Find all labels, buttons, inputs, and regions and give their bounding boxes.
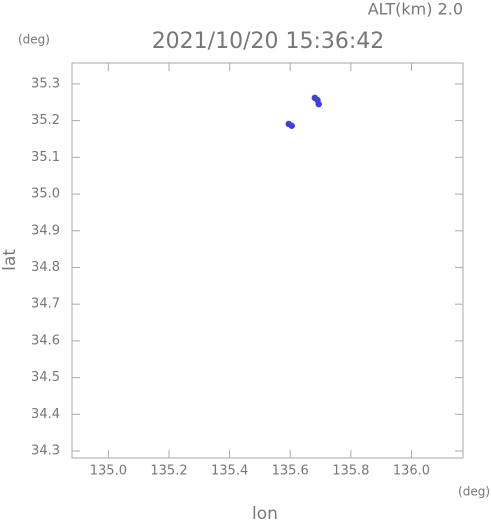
x-tick-label: 135.0 bbox=[90, 464, 127, 479]
x-unit: (deg) bbox=[458, 485, 490, 499]
x-tick-label: 135.8 bbox=[332, 464, 369, 479]
x-axis-label: lon bbox=[252, 504, 278, 521]
y-tick-label: 35.1 bbox=[31, 150, 60, 165]
y-unit: (deg) bbox=[18, 33, 50, 47]
point bbox=[315, 100, 322, 108]
y-tick-label: 34.6 bbox=[31, 333, 60, 348]
y-axis-label: lat bbox=[0, 249, 20, 271]
point bbox=[288, 122, 295, 129]
x-tick-label: 135.4 bbox=[211, 464, 248, 479]
y-tick-label: 35.3 bbox=[31, 76, 60, 91]
y-tick-label: 34.3 bbox=[31, 444, 60, 459]
annotation: ALT(km) 2.0 bbox=[368, 0, 463, 19]
y-tick-label: 35.0 bbox=[31, 187, 60, 202]
y-tick-label: 34.5 bbox=[31, 370, 60, 385]
x-tick-label: 136.0 bbox=[393, 464, 430, 479]
x-tick-label: 135.2 bbox=[150, 464, 187, 479]
y-tick-label: 35.2 bbox=[31, 113, 60, 128]
y-tick-label: 34.8 bbox=[31, 260, 60, 275]
chart-title: 2021/10/20 15:36:42 bbox=[152, 29, 385, 54]
x-tick-label: 135.6 bbox=[272, 464, 309, 479]
y-tick-label: 34.9 bbox=[31, 223, 60, 238]
plot-frame bbox=[71, 62, 464, 459]
y-tick-label: 34.4 bbox=[31, 407, 60, 422]
y-tick-label: 34.7 bbox=[31, 297, 60, 312]
